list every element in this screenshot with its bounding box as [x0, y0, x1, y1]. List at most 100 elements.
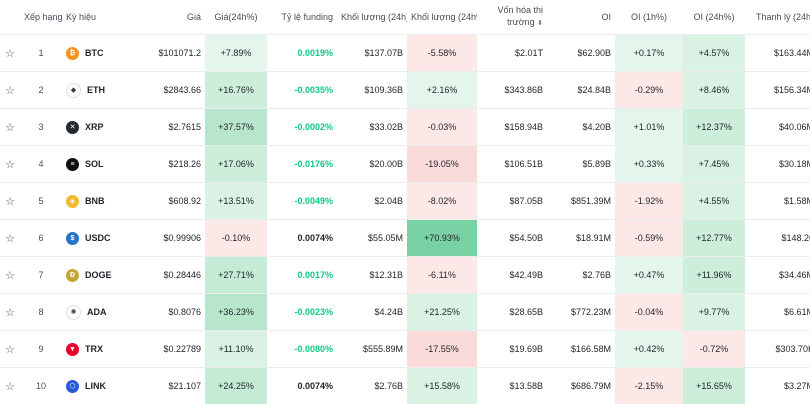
symbol-cell[interactable]: ₿BTC: [62, 35, 137, 72]
symbol-label: SOL: [85, 159, 104, 169]
price-cell: $2843.66: [137, 72, 205, 109]
col-oi-header[interactable]: OI: [547, 0, 615, 35]
rank-cell: 1: [20, 35, 62, 72]
liquidation-cell: $148.26: [745, 220, 810, 257]
symbol-cell[interactable]: ◈BNB: [62, 183, 137, 220]
favorite-star-icon[interactable]: ☆: [0, 220, 20, 257]
price-change-cell: +27.71%: [205, 257, 267, 294]
favorite-star-icon[interactable]: ☆: [0, 368, 20, 404]
table-row[interactable]: ☆9▼TRX$0.22789+11.10%-0.0080%$555.89M-17…: [0, 331, 810, 368]
oi-24h-cell: +12.77%: [683, 220, 745, 257]
volume-change-cell: +70.93%: [407, 220, 477, 257]
favorite-star-icon[interactable]: ☆: [0, 35, 20, 72]
symbol-cell[interactable]: ⬡ LINK: [62, 368, 137, 404]
chainlink-icon: ⬡: [66, 380, 79, 393]
market-cap-cell: $87.05B: [477, 183, 547, 220]
liquidation-cell: $30.18M: [745, 146, 810, 183]
symbol-label: USDC: [85, 233, 111, 243]
price-change-cell: +24.25%: [205, 368, 267, 404]
favorite-star-icon[interactable]: ☆: [0, 294, 20, 331]
table-row[interactable]: ☆1₿BTC$101071.2+7.89%0.0019%$137.07B-5.5…: [0, 35, 810, 72]
volume-change-cell: -0.03%: [407, 109, 477, 146]
market-cap-cell: $19.69B: [477, 331, 547, 368]
col-symbol-header[interactable]: Ký hiệu: [62, 0, 137, 35]
symbol-label: LINK: [85, 381, 106, 391]
rank-cell: 4: [20, 146, 62, 183]
volume-cell: $55.05M: [337, 220, 407, 257]
market-cap-cell: $54.50B: [477, 220, 547, 257]
table-row[interactable]: ☆3✕XRP$2.7615+37.57%-0.0002%$33.02B-0.03…: [0, 109, 810, 146]
liquidation-cell: $3.27M: [745, 368, 810, 404]
symbol-cell[interactable]: ✕XRP: [62, 109, 137, 146]
col-price-change-header[interactable]: Giá(24h%): [205, 0, 267, 35]
oi-24h-cell: +4.55%: [683, 183, 745, 220]
oi-1h-cell: -0.59%: [615, 220, 683, 257]
table-header: Xếp hạng Ký hiệu Giá Giá(24h%) Tỷ lệ fun…: [0, 0, 810, 35]
funding-cell: 0.0019%: [267, 35, 337, 72]
rank-cell: 2: [20, 72, 62, 109]
col-volume-header[interactable]: Khối lượng (24h): [337, 0, 407, 35]
oi-cell: $24.84B: [547, 72, 615, 109]
oi-24h-cell: +7.45%: [683, 146, 745, 183]
volume-cell: $109.36B: [337, 72, 407, 109]
bitcoin-icon: ₿: [66, 47, 79, 60]
ripple-icon: ✕: [66, 121, 79, 134]
col-rank-header[interactable]: Xếp hạng: [20, 0, 62, 35]
table-row[interactable]: ☆5◈BNB$608.92+13.51%-0.0049%$2.04B-8.02%…: [0, 183, 810, 220]
col-volume-change-header[interactable]: Khối lượng (24h%): [407, 0, 477, 35]
table-row[interactable]: ☆6$USDC$0.99906-0.10%0.0074%$55.05M+70.9…: [0, 220, 810, 257]
oi-1h-cell: +0.17%: [615, 35, 683, 72]
col-price-header[interactable]: Giá: [137, 0, 205, 35]
volume-change-cell: -8.02%: [407, 183, 477, 220]
symbol-label: DOGE: [85, 270, 112, 280]
table-row[interactable]: ☆10⬡LINK$21.107+24.25%0.0074%$2.76B+15.5…: [0, 368, 810, 404]
favorite-star-icon[interactable]: ☆: [0, 257, 20, 294]
table-row[interactable]: ☆8✺ADA$0.8076+36.23%-0.0023%$4.24B+21.25…: [0, 294, 810, 331]
col-funding-header[interactable]: Tỷ lệ funding: [267, 0, 337, 35]
favorite-star-icon[interactable]: ☆: [0, 72, 20, 109]
funding-cell: 0.0074%: [267, 368, 337, 404]
price-cell: $21.107: [137, 368, 205, 404]
symbol-cell[interactable]: ✺ ADA: [62, 294, 137, 331]
funding-cell: 0.0074%: [267, 220, 337, 257]
table-row[interactable]: ☆2◆ETH$2843.66+16.76%-0.0035%$109.36B+2.…: [0, 72, 810, 109]
volume-change-cell: -5.58%: [407, 35, 477, 72]
market-cap-cell: $158.94B: [477, 109, 547, 146]
favorite-star-icon[interactable]: ☆: [0, 109, 20, 146]
price-change-cell: -0.10%: [205, 220, 267, 257]
volume-cell: $4.24B: [337, 294, 407, 331]
volume-change-cell: +2.16%: [407, 72, 477, 109]
symbol-cell[interactable]: ◆ETH: [62, 72, 137, 109]
volume-change-cell: -19.05%: [407, 146, 477, 183]
oi-1h-cell: +0.42%: [615, 331, 683, 368]
funding-cell: -0.0176%: [267, 146, 337, 183]
oi-24h-cell: +12.37%: [683, 109, 745, 146]
price-cell: $0.22789: [137, 331, 205, 368]
symbol-cell[interactable]: ≡SOL: [62, 146, 137, 183]
price-cell: $2.7615: [137, 109, 205, 146]
favorite-star-icon[interactable]: ☆: [0, 146, 20, 183]
bnb-icon: ◈: [66, 195, 79, 208]
col-oi-1h-header[interactable]: OI (1h%): [615, 0, 683, 35]
col-market-cap-header[interactable]: Vốn hóa thị trường ⬍: [477, 0, 547, 35]
oi-1h-cell: +0.47%: [615, 257, 683, 294]
col-oi-24h-header[interactable]: OI (24h%): [683, 0, 745, 35]
sort-icon[interactable]: ⬍: [537, 20, 543, 27]
cardano-icon: ✺: [66, 305, 81, 320]
favorite-star-icon[interactable]: ☆: [0, 331, 20, 368]
symbol-cell[interactable]: ▼TRX: [62, 331, 137, 368]
price-change-cell: +16.76%: [205, 72, 267, 109]
col-liquidation-header[interactable]: Thanh lý (24h): [745, 0, 810, 35]
liquidation-cell: $34.46M: [745, 257, 810, 294]
table-row[interactable]: ☆4≡SOL$218.26+17.06%-0.0176%$20.00B-19.0…: [0, 146, 810, 183]
oi-24h-cell: +8.46%: [683, 72, 745, 109]
liquidation-cell: $156.34M: [745, 72, 810, 109]
symbol-cell[interactable]: $USDC: [62, 220, 137, 257]
price-cell: $608.92: [137, 183, 205, 220]
symbol-label: ADA: [87, 307, 107, 317]
favorite-star-icon[interactable]: ☆: [0, 183, 20, 220]
oi-cell: $5.89B: [547, 146, 615, 183]
